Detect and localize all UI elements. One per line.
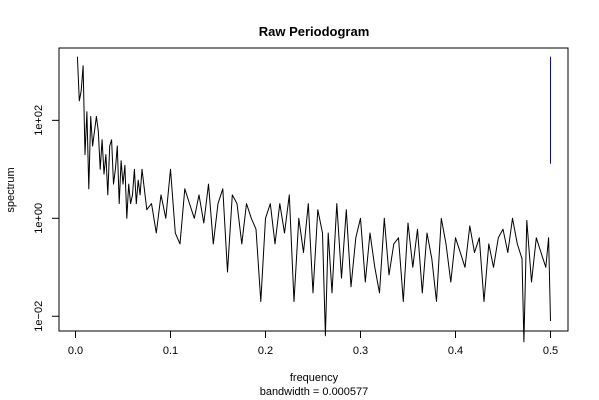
chart-title: Raw Periodogram: [259, 24, 370, 39]
x-tick-label: 0.4: [448, 345, 463, 357]
x-tick-label: 0.0: [68, 345, 83, 357]
series-layer: [76, 56, 551, 343]
y-tick-label: 1e+02: [33, 105, 45, 136]
y-axis-label: spectrum: [5, 167, 17, 212]
x-axis: 0.0 0.1 0.2 0.3 0.4 0.5: [68, 331, 558, 357]
bandwidth-label: bandwidth = 0.000577: [260, 386, 369, 398]
x-tick-label: 0.5: [543, 345, 558, 357]
y-tick-label: 1e−02: [33, 301, 45, 332]
y-tick-label: 1e+00: [33, 203, 45, 234]
x-axis-label: frequency: [290, 372, 339, 384]
x-tick-label: 0.1: [163, 345, 178, 357]
y-axis: 1e+02 1e+00 1e−02: [33, 105, 59, 332]
spectrum-line: [76, 56, 551, 343]
x-tick-label: 0.2: [258, 345, 273, 357]
x-tick-label: 0.3: [353, 345, 368, 357]
plot-frame: [58, 47, 569, 332]
